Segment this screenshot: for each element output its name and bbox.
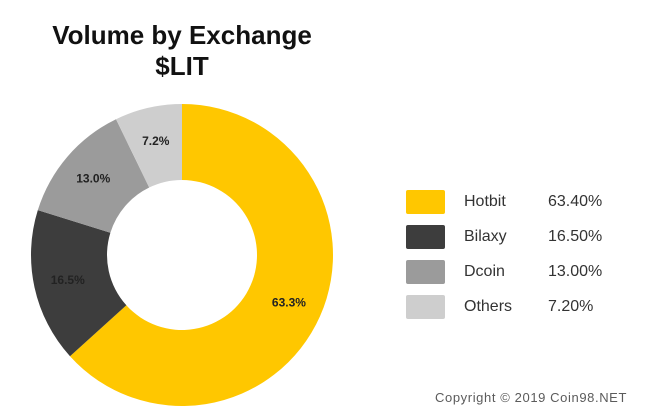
donut-slices (30, 104, 333, 406)
legend-swatch-others (406, 294, 445, 319)
chart-title-block: Volume by Exchange $LIT (0, 20, 364, 82)
slice-bilaxy (30, 210, 127, 357)
legend-item-dcoin: Dcoin 13.00% (406, 254, 636, 289)
chart-legend: Hotbit 63.40% Bilaxy 16.50% Dcoin 13.00% Other… (406, 184, 636, 324)
chart-title: Volume by Exchange (52, 20, 312, 50)
legend-label: Others (464, 297, 513, 315)
legend-swatch-hotbit (406, 189, 445, 214)
legend-item-others: Others 7.20% (406, 289, 636, 324)
slice-dcoin (37, 119, 150, 233)
legend-label: Bilaxy (464, 227, 507, 245)
copyright-text: Copyright © 2019 Coin98.NET (435, 390, 627, 405)
donut-slice-labels: 63.3% 16.5% 13.0% 7.2% (51, 134, 307, 309)
legend-swatch-bilaxy (406, 224, 445, 249)
legend-item-bilaxy: Bilaxy 16.50% (406, 219, 636, 254)
chart-subtitle: $LIT (155, 51, 209, 81)
legend-item-hotbit: Hotbit 63.40% (406, 184, 636, 219)
legend-swatch-dcoin (406, 259, 445, 284)
slice-label-others: 7.2% (142, 134, 170, 148)
slice-others (115, 104, 182, 188)
legend-label: Dcoin (464, 262, 505, 280)
legend-value: 13.00% (548, 262, 603, 280)
slice-label-bilaxy: 16.5% (51, 273, 85, 287)
legend-value: 63.40% (548, 192, 603, 210)
legend-label: Hotbit (464, 192, 506, 210)
slice-hotbit (69, 104, 333, 406)
legend-value: 7.20% (548, 297, 594, 315)
slice-label-dcoin: 13.0% (76, 172, 110, 186)
legend-value: 16.50% (548, 227, 603, 245)
slice-label-hotbit: 63.3% (272, 295, 306, 309)
